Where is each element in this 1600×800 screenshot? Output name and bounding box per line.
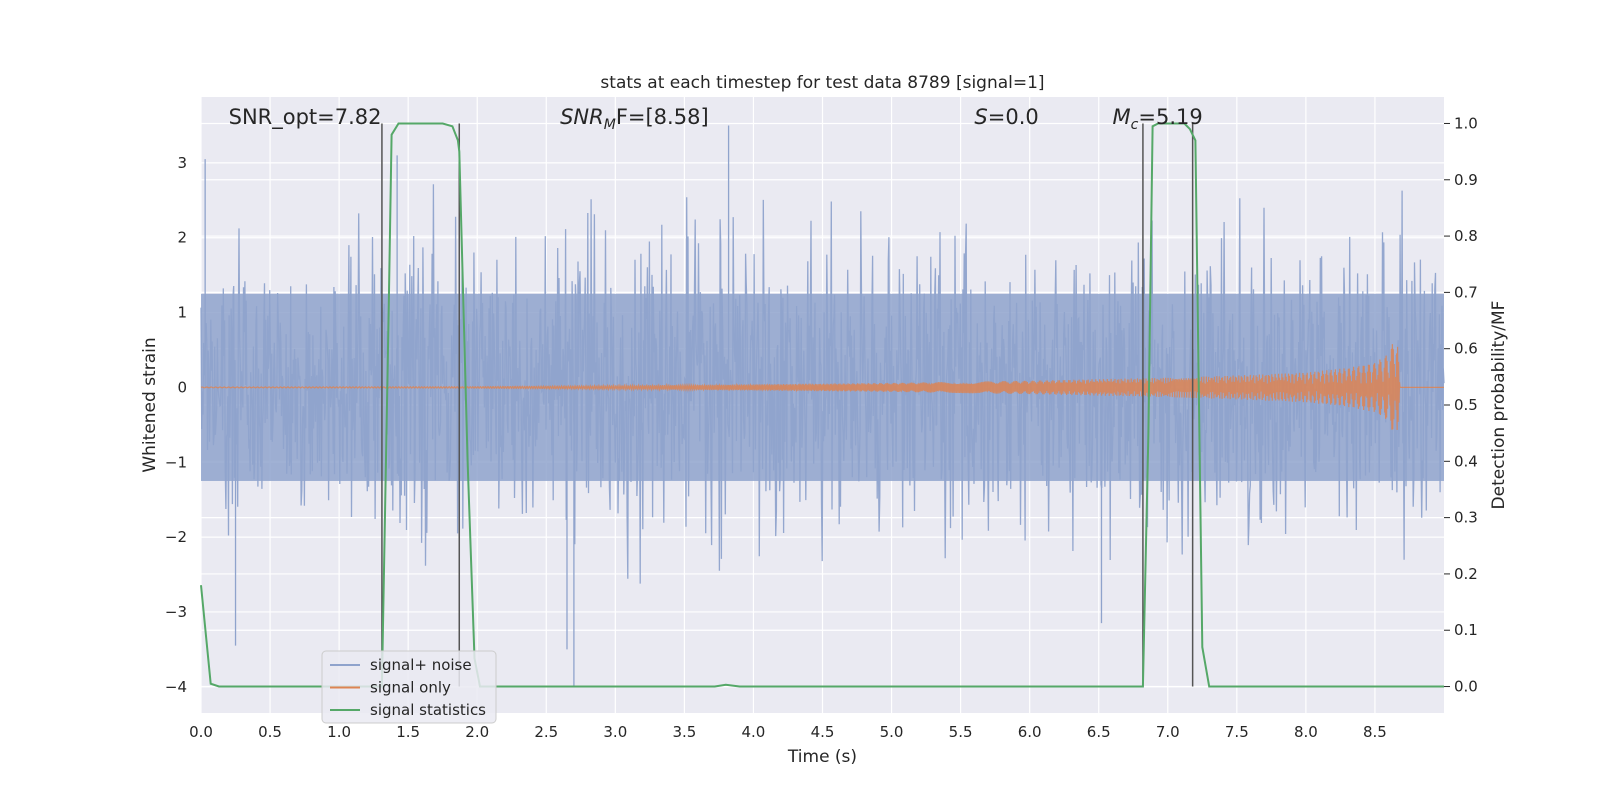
x-tick-label: 6.5 bbox=[1087, 723, 1111, 741]
s-main: S bbox=[974, 105, 987, 129]
y-tick-label-left: 2 bbox=[177, 229, 187, 247]
x-tick-label: 4.0 bbox=[742, 723, 766, 741]
y-tick-label-right: 1.0 bbox=[1454, 114, 1478, 132]
annotation-s: S=0.0 bbox=[974, 105, 1038, 129]
snr-mf-main: SNR bbox=[560, 105, 604, 129]
y-tick-label-right: 0.4 bbox=[1454, 452, 1478, 470]
x-tick-label: 6.0 bbox=[1018, 723, 1042, 741]
y-tick-label-right: 0.2 bbox=[1454, 565, 1478, 583]
chart-title: stats at each timestep for test data 878… bbox=[600, 73, 1044, 93]
x-tick-label: 0.0 bbox=[189, 723, 213, 741]
x-tick-label: 2.5 bbox=[534, 723, 558, 741]
axis-ticks: 0.0 0.5 1.0 1.5 2.0 2.5 3.0 3.5 4.0 4.5 5.0 5.5 6.0 6… bbox=[165, 114, 1478, 741]
y-tick-label-left: −4 bbox=[165, 678, 187, 696]
x-tick-label: 5.0 bbox=[880, 723, 904, 741]
snr-mf-tail: F=[8.58] bbox=[616, 105, 709, 129]
x-tick-label: 8.0 bbox=[1294, 723, 1318, 741]
x-tick-label: 1.5 bbox=[396, 723, 420, 741]
x-axis-label: Time (s) bbox=[787, 747, 857, 767]
y-tick-label-right: 0.6 bbox=[1454, 340, 1478, 358]
y-tick-label-left: 0 bbox=[177, 378, 187, 396]
x-tick-label: 7.0 bbox=[1156, 723, 1180, 741]
x-tick-label: 7.5 bbox=[1225, 723, 1249, 741]
y-tick-label-right: 0.0 bbox=[1454, 678, 1478, 696]
mc-sub: c bbox=[1131, 117, 1139, 133]
legend-box bbox=[321, 650, 497, 724]
series-signal-only bbox=[200, 344, 1444, 431]
y-tick-label-right: 0.7 bbox=[1454, 283, 1478, 301]
y-axis-label-left: Whitened strain bbox=[140, 337, 160, 472]
annotation-snr-opt: SNR_opt=7.82 bbox=[229, 105, 382, 130]
y-tick-label-right: 0.5 bbox=[1454, 396, 1478, 414]
y-tick-label-left: 1 bbox=[177, 304, 187, 322]
annotation-snr-mf: SNRMF=[8.58] bbox=[560, 105, 709, 133]
x-tick-label: 4.5 bbox=[811, 723, 835, 741]
y-tick-label-right: 0.1 bbox=[1454, 621, 1478, 639]
snr-mf-sub: M bbox=[604, 117, 616, 133]
y-tick-label-left: −2 bbox=[165, 528, 187, 546]
x-tick-label: 3.0 bbox=[603, 723, 627, 741]
x-tick-label: 2.0 bbox=[465, 723, 489, 741]
x-tick-label: 8.5 bbox=[1363, 723, 1387, 741]
mc-tail: =5.19 bbox=[1138, 105, 1202, 129]
x-tick-label: 5.5 bbox=[949, 723, 973, 741]
y-axis-label-right: Detection probability/MF bbox=[1489, 301, 1509, 510]
y-tick-label-left: −3 bbox=[165, 603, 187, 621]
s-tail: =0.0 bbox=[988, 105, 1039, 129]
y-tick-label-right: 0.9 bbox=[1454, 171, 1478, 189]
legend-label-signal-statistics: signal statistics bbox=[370, 701, 486, 719]
mc-main: M bbox=[1113, 105, 1131, 129]
legend-label-signal-only: signal only bbox=[370, 679, 451, 697]
x-tick-label: 0.5 bbox=[258, 723, 282, 741]
legend: signal+ noise signal only signal statist… bbox=[321, 650, 497, 724]
x-tick-label: 3.5 bbox=[672, 723, 696, 741]
y-tick-label-left: 3 bbox=[177, 154, 187, 172]
y-tick-label-right: 0.8 bbox=[1454, 227, 1478, 245]
x-tick-label: 1.0 bbox=[327, 723, 351, 741]
annotation-mc: Mc=5.19 bbox=[1113, 105, 1203, 133]
y-tick-label-right: 0.3 bbox=[1454, 509, 1478, 527]
y-tick-label-left: −1 bbox=[165, 453, 187, 471]
legend-label-signal-noise: signal+ noise bbox=[370, 656, 472, 674]
